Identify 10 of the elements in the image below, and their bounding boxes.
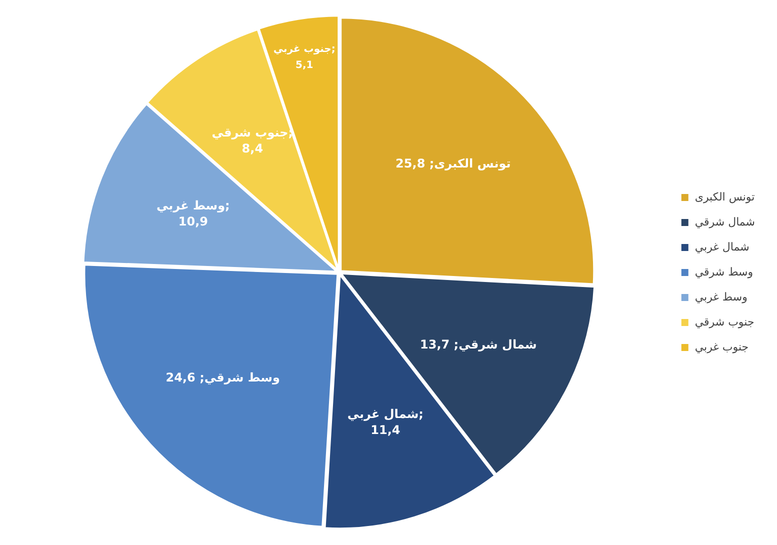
legend-label: جنوب شرقي bbox=[694, 315, 754, 328]
legend-label: تونس الكبرى bbox=[694, 190, 755, 204]
data-label: شمال شرقي; 13,7 bbox=[420, 338, 537, 352]
legend-label: جنوب غربي bbox=[694, 340, 749, 354]
data-label: تونس الكبرى; 25,8 bbox=[396, 156, 511, 170]
legend-label: شمال غربي bbox=[694, 240, 750, 254]
data-label: وسط شرقي; 24,6 bbox=[166, 370, 280, 384]
legend-label: وسط غربي bbox=[694, 290, 748, 304]
legend-label: وسط شرقي bbox=[694, 265, 754, 278]
legend-label: شمال شرقي bbox=[694, 215, 756, 228]
